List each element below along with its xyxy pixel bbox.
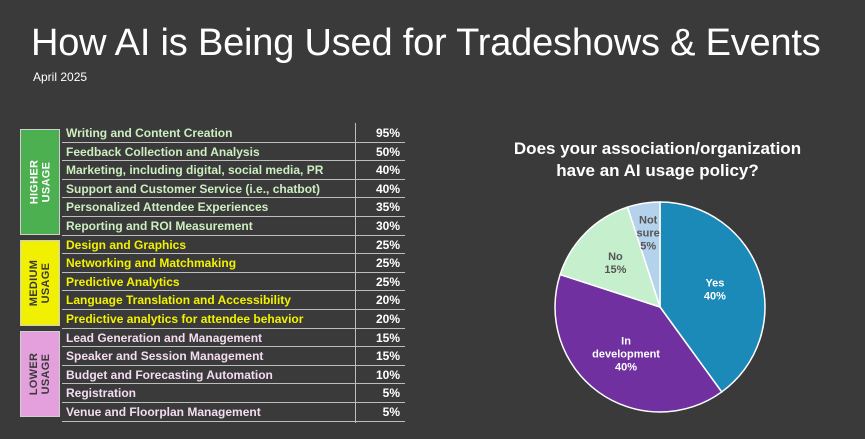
- usage-row-label: Speaker and Session Management: [66, 349, 264, 364]
- page-title: How AI is Being Used for Tradeshows & Ev…: [31, 22, 821, 64]
- usage-row-label: Venue and Floorplan Management: [66, 404, 261, 419]
- usage-row-percent: 5%: [382, 404, 400, 419]
- usage-row-label: Budget and Forecasting Automation: [66, 367, 273, 382]
- usage-row-medium: Predictive analytics for attendee behavi…: [62, 310, 405, 329]
- usage-row-lower: Lead Generation and Management 15%: [62, 329, 405, 348]
- usage-row-label: Support and Customer Service (i.e., chat…: [66, 181, 321, 196]
- band-higher-usage: HIGHER USAGE: [20, 129, 60, 235]
- pie-title-line-2: have an AI usage policy?: [556, 161, 759, 180]
- pie-data-label-category: Yes: [705, 278, 724, 290]
- pie-data-label-value: 40%: [704, 291, 726, 303]
- usage-table: Writing and Content Creation 95% Feedback …: [62, 124, 405, 422]
- pie-data-label-category: Not: [639, 214, 658, 226]
- pie-data-label-category: development: [592, 349, 660, 361]
- band-medium-usage: MEDIUM USAGE: [20, 240, 60, 326]
- usage-row-percent: 20%: [375, 311, 400, 326]
- usage-row-lower: Budget and Forecasting Automation 10%: [62, 366, 405, 385]
- usage-row-percent: 40%: [375, 181, 400, 196]
- page-subtitle-date: April 2025: [33, 70, 88, 84]
- usage-row-percent: 40%: [375, 163, 400, 178]
- usage-row-label: Registration: [66, 386, 137, 401]
- usage-row-lower: Registration 5%: [62, 384, 405, 403]
- usage-row-percent: 95%: [375, 126, 400, 140]
- usage-row-medium: Networking and Matchmaking 25%: [62, 254, 405, 273]
- pie-data-label-value: 15%: [604, 264, 626, 276]
- usage-row-percent: 25%: [375, 256, 400, 271]
- usage-row-higher: Reporting and ROI Measurement 30%: [62, 217, 405, 236]
- usage-row-higher: Feedback Collection and Analysis 50%: [62, 143, 405, 162]
- pie-slice-yes: [659, 201, 766, 393]
- usage-row-label: Design and Graphics: [66, 237, 187, 252]
- usage-row-medium: Predictive Analytics 25%: [62, 273, 405, 292]
- usage-row-percent: 20%: [375, 293, 400, 308]
- usage-row-higher: Personalized Attendee Experiences 35%: [62, 198, 405, 217]
- table-column-divider: [355, 123, 356, 423]
- usage-row-lower: Venue and Floorplan Management 5%: [62, 403, 405, 422]
- usage-row-label: Personalized Attendee Experiences: [66, 200, 269, 215]
- usage-row-label: Predictive analytics for attendee behavi…: [66, 311, 304, 326]
- band-lower-usage: LOWER USAGE: [20, 331, 60, 417]
- pie-data-label-value: 5%: [640, 240, 656, 252]
- usage-row-label: Writing and Content Creation: [66, 126, 233, 140]
- usage-row-percent: 5%: [382, 386, 400, 401]
- usage-row-higher: Marketing, including digital, social med…: [62, 161, 405, 180]
- usage-row-percent: 10%: [375, 367, 400, 382]
- usage-row-label: Predictive Analytics: [66, 274, 180, 289]
- usage-row-label: Lead Generation and Management: [66, 330, 263, 345]
- usage-row-higher: Support and Customer Service (i.e., chat…: [62, 180, 405, 199]
- pie-data-label-category: sure: [637, 227, 660, 239]
- usage-row-label: Reporting and ROI Measurement: [66, 218, 253, 233]
- usage-row-lower: Speaker and Session Management 15%: [62, 347, 405, 366]
- pie-data-label-category: In: [621, 336, 631, 348]
- usage-row-percent: 25%: [375, 274, 400, 289]
- usage-row-percent: 30%: [375, 218, 400, 233]
- pie-slice-in-development: [554, 273, 723, 413]
- usage-row-medium: Design and Graphics 25%: [62, 236, 405, 255]
- pie-data-label-category: No: [608, 251, 623, 263]
- usage-row-label: Feedback Collection and Analysis: [66, 144, 260, 159]
- usage-row-label: Networking and Matchmaking: [66, 256, 237, 271]
- usage-row-percent: 25%: [375, 237, 400, 252]
- pie-slice-not-sure: [626, 201, 661, 308]
- pie-data-label-value: 40%: [615, 362, 637, 374]
- usage-row-label: Marketing, including digital, social med…: [66, 163, 324, 178]
- pie-title-line-1: Does your association/organization: [513, 139, 802, 158]
- usage-row-percent: 15%: [375, 330, 400, 345]
- pie-chart-title: Does your association/organization have …: [470, 138, 845, 182]
- usage-row-percent: 35%: [375, 200, 400, 215]
- usage-row-medium: Language Translation and Accessibility 20…: [62, 291, 405, 310]
- usage-row-percent: 15%: [375, 349, 400, 364]
- usage-row-label: Language Translation and Accessibility: [66, 293, 291, 308]
- usage-row-higher: Writing and Content Creation 95%: [62, 124, 405, 143]
- usage-row-percent: 50%: [375, 144, 400, 159]
